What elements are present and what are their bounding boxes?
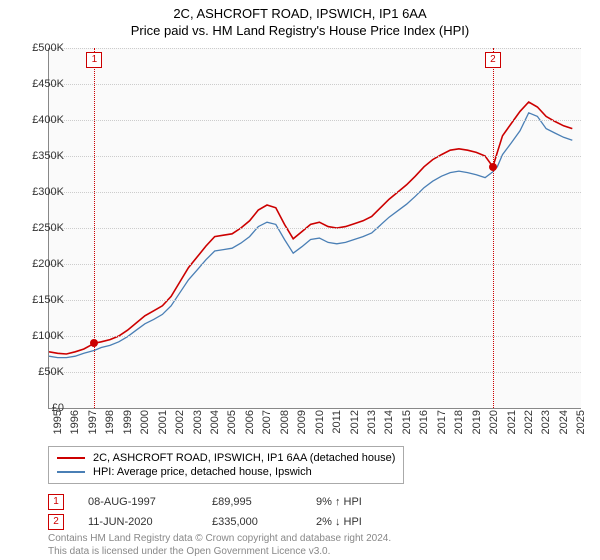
gridline [49, 156, 581, 157]
x-axis-label: 1996 [69, 410, 81, 434]
y-axis-label: £50K [16, 366, 64, 378]
chart-container: 2C, ASHCROFT ROAD, IPSWICH, IP1 6AA Pric… [0, 0, 600, 560]
y-axis-label: £450K [16, 78, 64, 90]
sale-2-price: £335,000 [212, 516, 292, 528]
x-axis-label: 2015 [401, 410, 413, 434]
y-axis-label: £150K [16, 294, 64, 306]
y-axis-label: £250K [16, 222, 64, 234]
x-axis-label: 2001 [157, 410, 169, 434]
sale-marker-box: 2 [485, 52, 501, 68]
sale-marker-2: 2 [48, 514, 64, 530]
y-axis-label: £300K [16, 186, 64, 198]
gridline [49, 228, 581, 229]
legend: 2C, ASHCROFT ROAD, IPSWICH, IP1 6AA (det… [48, 446, 404, 484]
x-axis-label: 2007 [261, 410, 273, 434]
x-axis-label: 2004 [209, 410, 221, 434]
x-axis-label: 2010 [314, 410, 326, 434]
x-axis-label: 2019 [471, 410, 483, 434]
legend-row: HPI: Average price, detached house, Ipsw… [57, 465, 395, 479]
x-axis-label: 2002 [174, 410, 186, 434]
legend-label: 2C, ASHCROFT ROAD, IPSWICH, IP1 6AA (det… [93, 452, 395, 464]
x-axis-label: 2012 [349, 410, 361, 434]
gridline [49, 48, 581, 49]
sale-vline [493, 48, 494, 408]
x-axis-label: 2008 [279, 410, 291, 434]
gridline [49, 372, 581, 373]
x-axis-label: 2022 [523, 410, 535, 434]
legend-swatch [57, 471, 85, 473]
gridline [49, 192, 581, 193]
gridline [49, 120, 581, 121]
title-line-2: Price paid vs. HM Land Registry's House … [0, 21, 600, 38]
x-axis-label: 1998 [104, 410, 116, 434]
sale-1-price: £89,995 [212, 496, 292, 508]
sale-dot [90, 339, 98, 347]
legend-row: 2C, ASHCROFT ROAD, IPSWICH, IP1 6AA (det… [57, 451, 395, 465]
legend-swatch [57, 457, 85, 459]
x-axis-label: 2011 [331, 410, 343, 434]
x-axis-label: 1999 [122, 410, 134, 434]
y-axis-label: £200K [16, 258, 64, 270]
sale-2-pct: 2% ↓ HPI [316, 516, 362, 528]
y-axis-label: £400K [16, 114, 64, 126]
x-axis-label: 2006 [244, 410, 256, 434]
x-axis-label: 2024 [558, 410, 570, 434]
sale-vline [94, 48, 95, 408]
legend-label: HPI: Average price, detached house, Ipsw… [93, 466, 312, 478]
gridline [49, 300, 581, 301]
sale-marker-2-num: 2 [53, 516, 59, 527]
sale-row-2: 2 11-JUN-2020 £335,000 2% ↓ HPI [48, 514, 362, 530]
x-axis-label: 2014 [383, 410, 395, 434]
sale-2-date: 11-JUN-2020 [88, 516, 188, 528]
sale-dot [489, 163, 497, 171]
y-axis-label: £100K [16, 330, 64, 342]
x-axis-label: 2003 [192, 410, 204, 434]
x-axis-label: 2021 [506, 410, 518, 434]
x-axis-label: 2009 [296, 410, 308, 434]
sale-1-date: 08-AUG-1997 [88, 496, 188, 508]
y-axis-label: £350K [16, 150, 64, 162]
footer: Contains HM Land Registry data © Crown c… [48, 532, 391, 558]
plot-area: 12 [48, 48, 581, 409]
x-axis-label: 2000 [139, 410, 151, 434]
title-line-1: 2C, ASHCROFT ROAD, IPSWICH, IP1 6AA [0, 0, 600, 21]
x-axis-label: 2018 [453, 410, 465, 434]
x-axis-label: 2016 [418, 410, 430, 434]
x-axis-label: 1997 [87, 410, 99, 434]
y-axis-label: £500K [16, 42, 64, 54]
x-axis-label: 2017 [436, 410, 448, 434]
gridline [49, 84, 581, 85]
footer-line-2: This data is licensed under the Open Gov… [48, 545, 391, 558]
sale-marker-box: 1 [86, 52, 102, 68]
gridline [49, 336, 581, 337]
sale-marker-1-num: 1 [53, 496, 59, 507]
sale-row-1: 1 08-AUG-1997 £89,995 9% ↑ HPI [48, 494, 362, 510]
gridline [49, 264, 581, 265]
x-axis-label: 1995 [52, 410, 64, 434]
sale-marker-1: 1 [48, 494, 64, 510]
x-axis-label: 2005 [226, 410, 238, 434]
x-axis-label: 2023 [540, 410, 552, 434]
x-axis-label: 2020 [488, 410, 500, 434]
x-axis-label: 2025 [575, 410, 587, 434]
x-axis-label: 2013 [366, 410, 378, 434]
footer-line-1: Contains HM Land Registry data © Crown c… [48, 532, 391, 545]
sale-1-pct: 9% ↑ HPI [316, 496, 362, 508]
